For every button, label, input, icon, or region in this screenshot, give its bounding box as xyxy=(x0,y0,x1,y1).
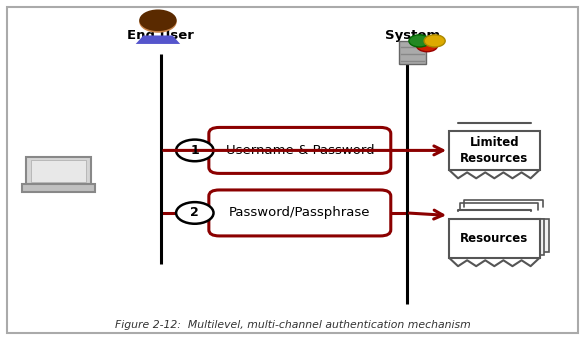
FancyBboxPatch shape xyxy=(209,127,391,173)
Text: Username & Password: Username & Password xyxy=(225,144,374,157)
Circle shape xyxy=(424,35,445,47)
FancyBboxPatch shape xyxy=(399,41,426,64)
Text: End User: End User xyxy=(128,29,194,42)
Text: System: System xyxy=(385,29,440,42)
Circle shape xyxy=(139,11,177,33)
FancyBboxPatch shape xyxy=(7,7,578,333)
Circle shape xyxy=(176,140,214,161)
Circle shape xyxy=(176,202,214,224)
Text: Password/Passphrase: Password/Passphrase xyxy=(229,207,370,219)
Text: 1: 1 xyxy=(191,144,199,157)
FancyBboxPatch shape xyxy=(449,219,539,258)
Circle shape xyxy=(409,35,430,47)
FancyBboxPatch shape xyxy=(459,219,549,252)
FancyBboxPatch shape xyxy=(31,160,86,182)
Text: 2: 2 xyxy=(191,207,199,219)
Circle shape xyxy=(139,9,177,31)
Text: Figure 2-12:  Multilevel, multi-channel authentication mechanism: Figure 2-12: Multilevel, multi-channel a… xyxy=(115,319,470,330)
FancyBboxPatch shape xyxy=(454,219,544,255)
FancyBboxPatch shape xyxy=(22,184,95,192)
Circle shape xyxy=(417,40,438,52)
FancyBboxPatch shape xyxy=(209,190,391,236)
FancyBboxPatch shape xyxy=(449,131,539,170)
Text: Resources: Resources xyxy=(460,232,528,245)
FancyBboxPatch shape xyxy=(26,157,91,184)
Text: Limited
Resources: Limited Resources xyxy=(460,136,528,165)
Polygon shape xyxy=(136,35,180,44)
